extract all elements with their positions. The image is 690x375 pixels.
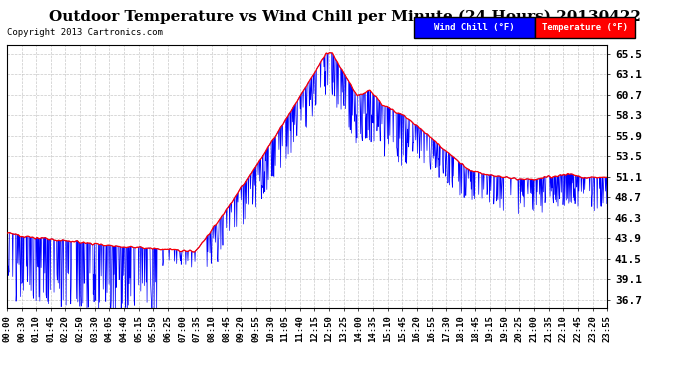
Text: Outdoor Temperature vs Wind Chill per Minute (24 Hours) 20130422: Outdoor Temperature vs Wind Chill per Mi… (49, 9, 641, 24)
Text: Wind Chill (°F): Wind Chill (°F) (434, 22, 515, 32)
Text: Temperature (°F): Temperature (°F) (542, 22, 628, 32)
Text: Copyright 2013 Cartronics.com: Copyright 2013 Cartronics.com (7, 28, 163, 37)
